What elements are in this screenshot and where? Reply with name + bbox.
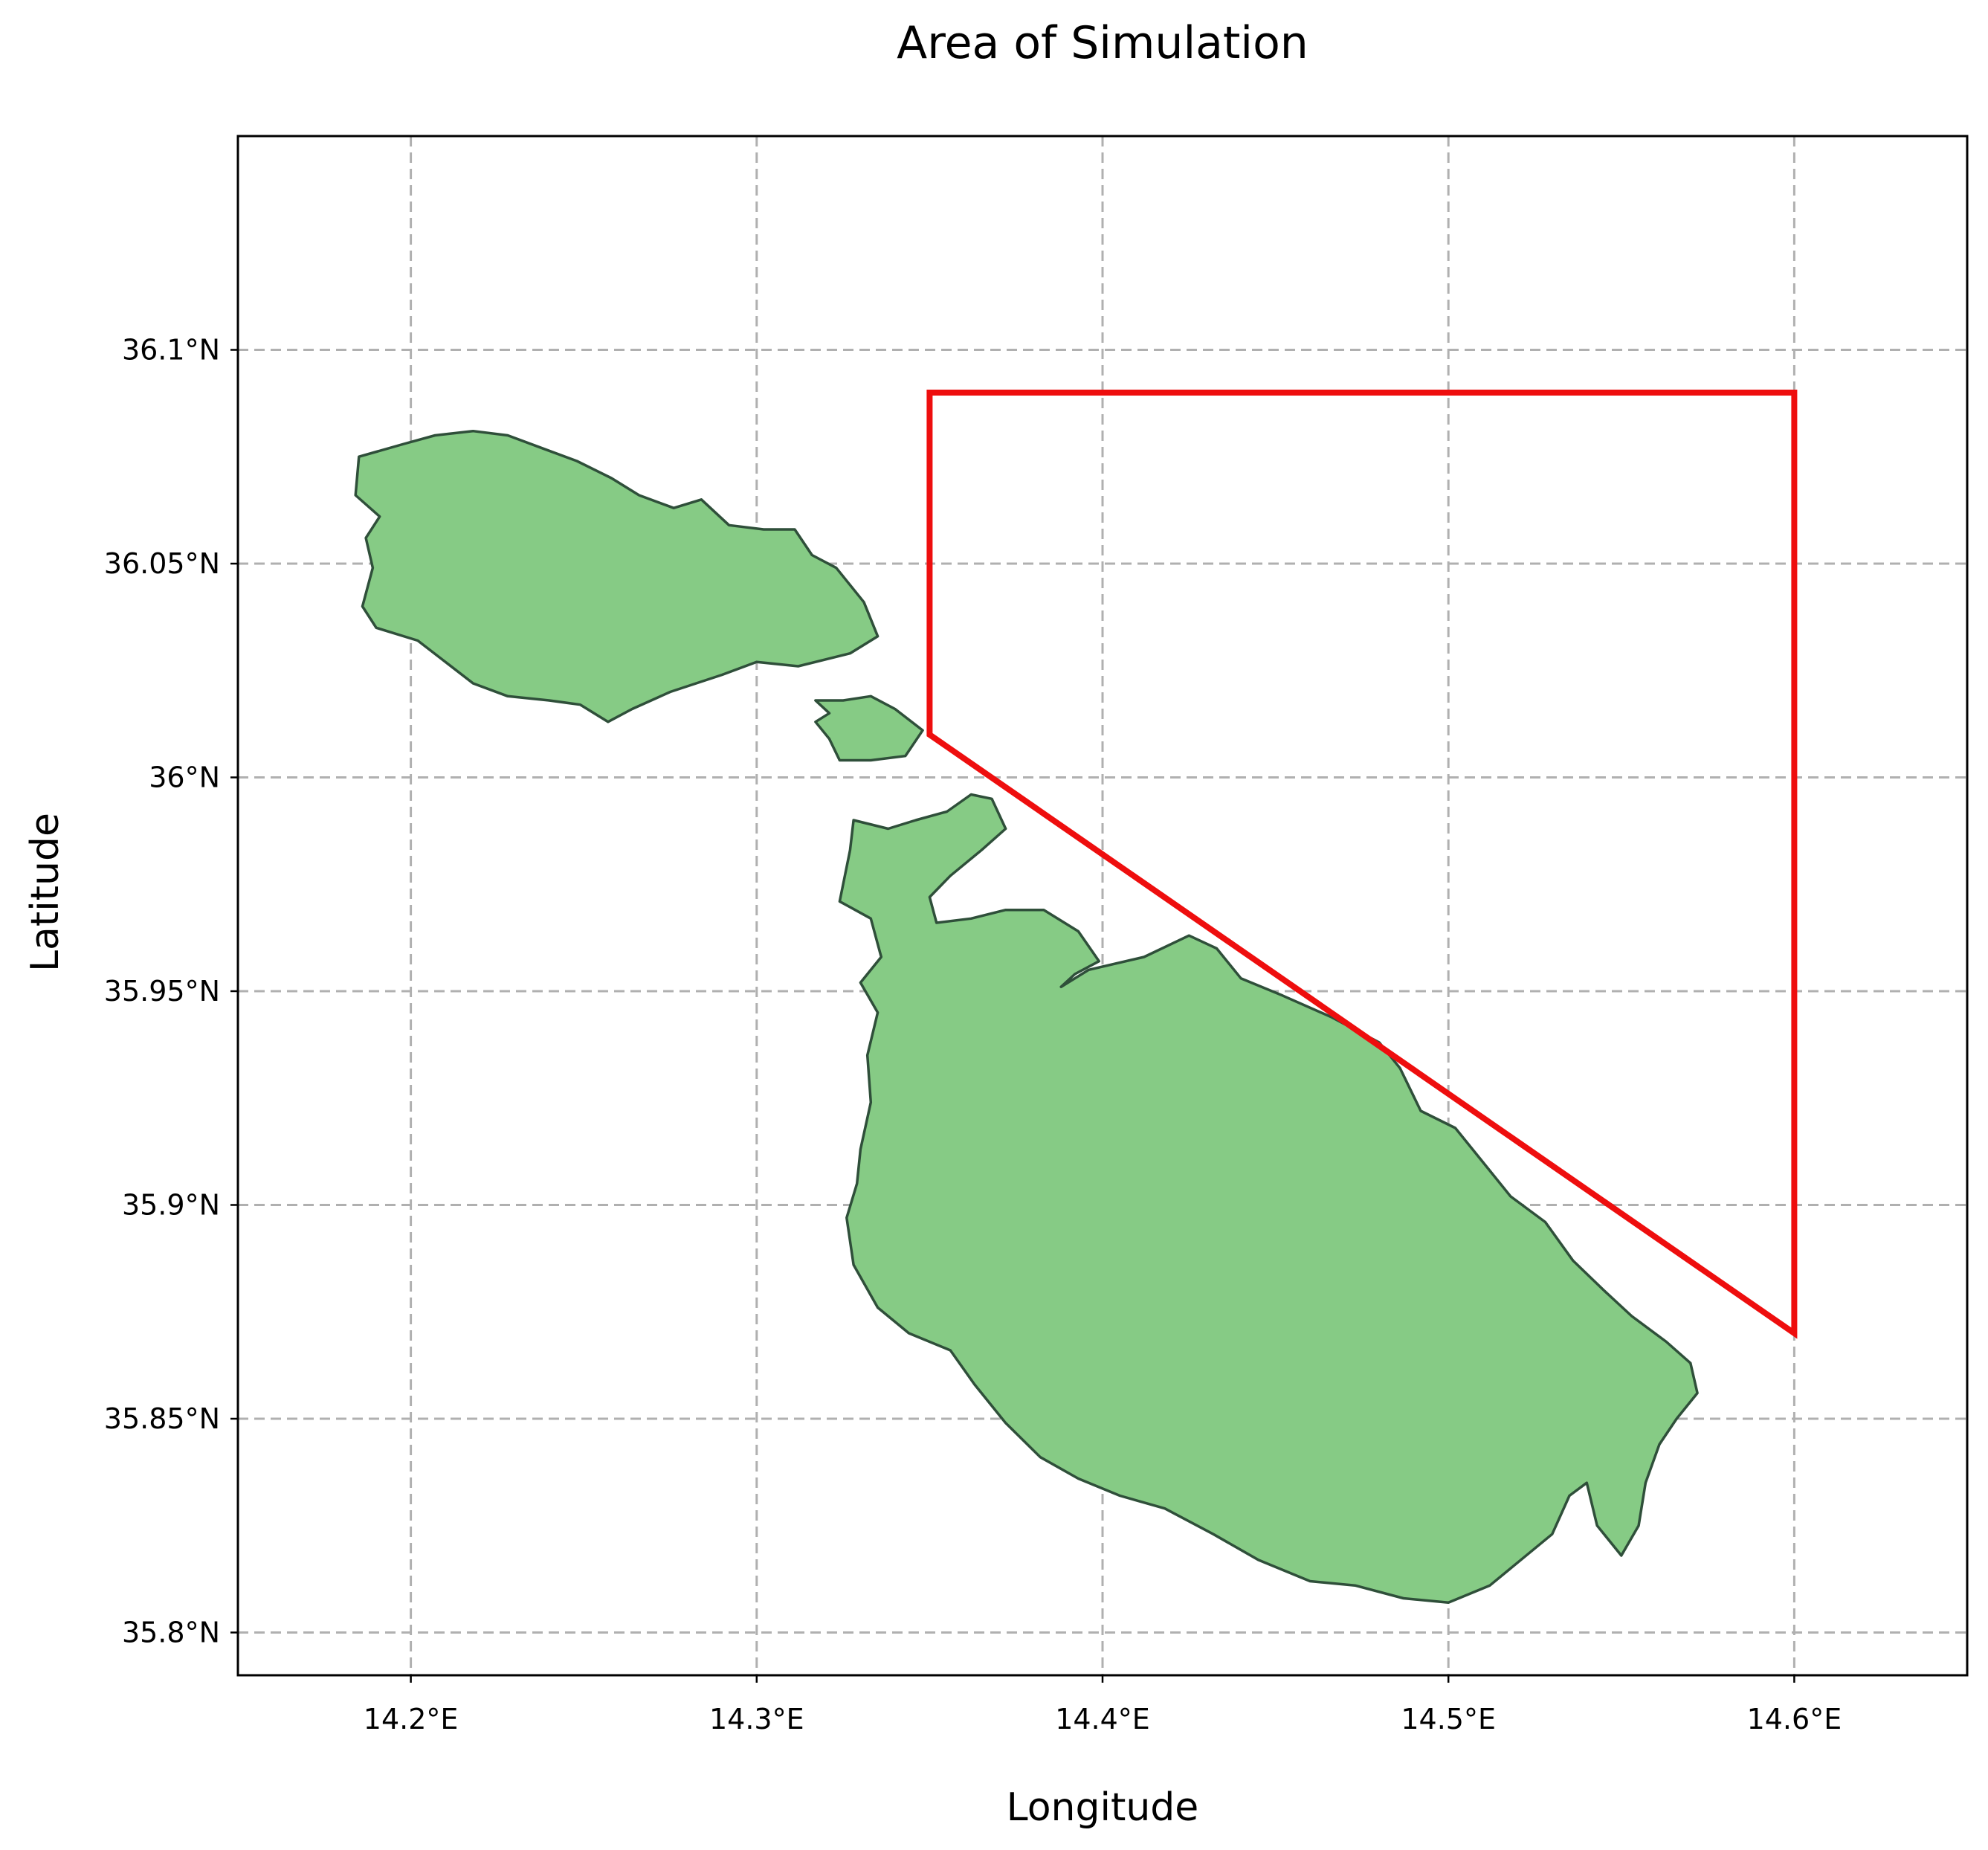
- y-tick-label: 36.05°N: [104, 547, 220, 580]
- y-tick-label: 36.1°N: [122, 334, 220, 367]
- island-landmass: [354, 429, 880, 723]
- tick-layer: 14.2°E 14.3°E 14.4°E 14.5°E 14.6°E 35.8°N 35.8…: [104, 334, 1842, 1736]
- island-landmass: [814, 694, 924, 762]
- x-tick-label: 14.5°E: [1401, 1703, 1496, 1735]
- plot-frame: [236, 135, 1969, 1677]
- simulation-area-layer: [926, 390, 1798, 1339]
- y-tick-label: 35.9°N: [122, 1189, 220, 1222]
- x-tick-label: 14.2°E: [364, 1703, 459, 1735]
- landmass-layer: [354, 429, 1699, 1604]
- x-axis-label: Longitude: [1007, 1785, 1199, 1830]
- y-tick-label: 35.85°N: [104, 1402, 220, 1435]
- y-tick-label: 35.8°N: [122, 1617, 220, 1649]
- simulation-area-polygon: [926, 390, 1798, 1339]
- chart-title: Area of Simulation: [897, 17, 1308, 69]
- x-tick-label: 14.3°E: [709, 1703, 804, 1735]
- island-landmass: [838, 793, 1699, 1604]
- x-tick-label: 14.4°E: [1055, 1703, 1150, 1735]
- y-tick-label: 36°N: [149, 761, 220, 794]
- y-tick-label: 35.95°N: [104, 975, 220, 1008]
- y-axis-label: Latitude: [23, 813, 68, 972]
- x-tick-label: 14.6°E: [1747, 1703, 1842, 1735]
